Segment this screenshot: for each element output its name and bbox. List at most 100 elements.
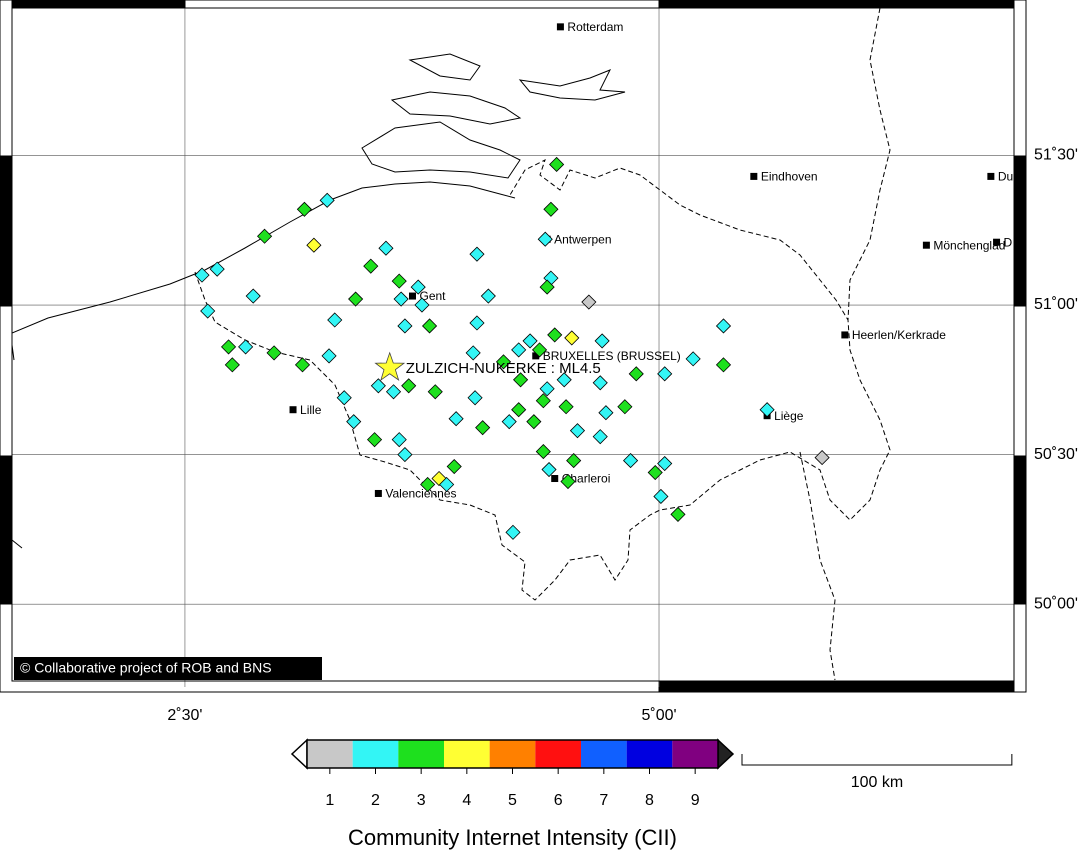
intensity-point (623, 453, 639, 469)
scale-label: 100 km (851, 774, 903, 791)
intensity-point (581, 294, 597, 310)
city-label: Lille (300, 403, 322, 417)
intensity-point (685, 351, 701, 367)
colorbar-label: 7 (599, 792, 608, 809)
colorbar-cell (307, 740, 353, 768)
intensity-point (535, 393, 551, 409)
intensity-point (319, 192, 335, 208)
intensity-point (421, 318, 438, 334)
intensity-point (592, 375, 608, 391)
city-marker (408, 292, 416, 300)
colorbar-label: 9 (691, 792, 700, 809)
map-border (11, 7, 1015, 682)
intensity-point (346, 414, 362, 430)
intensity-point (224, 357, 240, 373)
colorbar-cell (398, 740, 444, 768)
colorbar-label: 6 (554, 792, 563, 809)
intensity-point (495, 354, 512, 370)
city-marker (289, 406, 297, 414)
intensity-point (522, 333, 538, 349)
credit: © Collaborative project of ROB and BNS (20, 660, 272, 676)
colorbar-label: 1 (325, 792, 334, 809)
intensity-point (327, 312, 343, 328)
intensity-point (465, 345, 481, 361)
colorbar-cell (626, 740, 673, 768)
y-tick-label: 51˚00' (1034, 296, 1078, 313)
intensity-point (653, 488, 669, 505)
colorbar-cell (535, 740, 581, 768)
intensity-point (446, 458, 462, 475)
intensity-point (296, 201, 312, 217)
intensity-point (569, 423, 586, 439)
colorbar-cell (489, 740, 536, 768)
intensity-point (560, 473, 576, 490)
y-tick-label: 51˚30' (1034, 147, 1078, 164)
intensity-point (427, 384, 443, 400)
city-label: D (1004, 235, 1013, 249)
colorbar-label: 3 (417, 792, 426, 809)
intensity-point (306, 237, 322, 253)
grid (12, 8, 1014, 687)
intensity-point (391, 273, 407, 289)
city-marker (551, 475, 559, 483)
intensity-point (397, 318, 413, 334)
city-marker (750, 172, 758, 180)
y-tick-label: 50˚00' (1034, 595, 1078, 612)
city-label: Liège (774, 409, 804, 423)
city-label: Rotterdam (567, 20, 623, 34)
intensity-point (475, 420, 491, 436)
intensity-point (617, 399, 633, 415)
epicenter-label: ZULZICH-NUKERKE : ML4.5 (406, 360, 601, 377)
intensity-point (526, 414, 542, 430)
intensity-point (535, 444, 551, 460)
colorbar-cell (581, 740, 627, 768)
intensity-point (370, 378, 386, 394)
colorbar-cell (672, 740, 718, 768)
map-frame (0, 0, 1027, 693)
intensity-points (194, 156, 830, 540)
intensity-point (501, 414, 517, 430)
intensity-point (549, 156, 565, 173)
intensity-point (511, 342, 527, 358)
intensity-point (657, 455, 673, 472)
city-label: Mönchenglad (933, 238, 1005, 252)
intensity-point (547, 327, 563, 343)
intensity-point (238, 339, 254, 355)
epicenter: ZULZICH-NUKERKE : ML4.5 (374, 351, 601, 381)
intensity-point (647, 464, 663, 481)
intensity-point (594, 333, 610, 349)
intensity-point (537, 231, 553, 247)
x-tick-label: 2˚30' (167, 707, 202, 724)
intensity-point (531, 342, 548, 358)
colorbar-border (306, 739, 719, 769)
intensity-point (513, 372, 529, 388)
intensity-point (209, 261, 225, 277)
intensity-point (363, 258, 379, 274)
intensity-point (511, 402, 527, 418)
intensity-point (420, 476, 436, 493)
intensity-point (670, 506, 686, 522)
intensity-point (598, 405, 614, 421)
city-label: Gent (419, 289, 446, 303)
city-marker (374, 489, 382, 497)
intensity-point (566, 453, 582, 469)
intensity-point (657, 366, 673, 382)
city-label: Valenciennes (385, 487, 456, 501)
intensity-point (539, 279, 555, 295)
credit-box (14, 657, 322, 680)
intensity-point (592, 429, 608, 445)
city-marker (841, 331, 849, 339)
intensity-point (410, 279, 426, 295)
intensity-point (257, 228, 273, 244)
y-tick-label: 50˚30' (1034, 446, 1078, 463)
legend: 1 2 3 4 5 6 7 8 9 Community Internet Intensity (C… (290, 738, 735, 850)
city-marker (922, 241, 930, 249)
intensity-point (414, 297, 430, 313)
intensity-point (439, 476, 455, 493)
intensity-point (393, 291, 409, 307)
intensity-point (385, 384, 402, 400)
colorbar-label: 5 (508, 792, 517, 809)
